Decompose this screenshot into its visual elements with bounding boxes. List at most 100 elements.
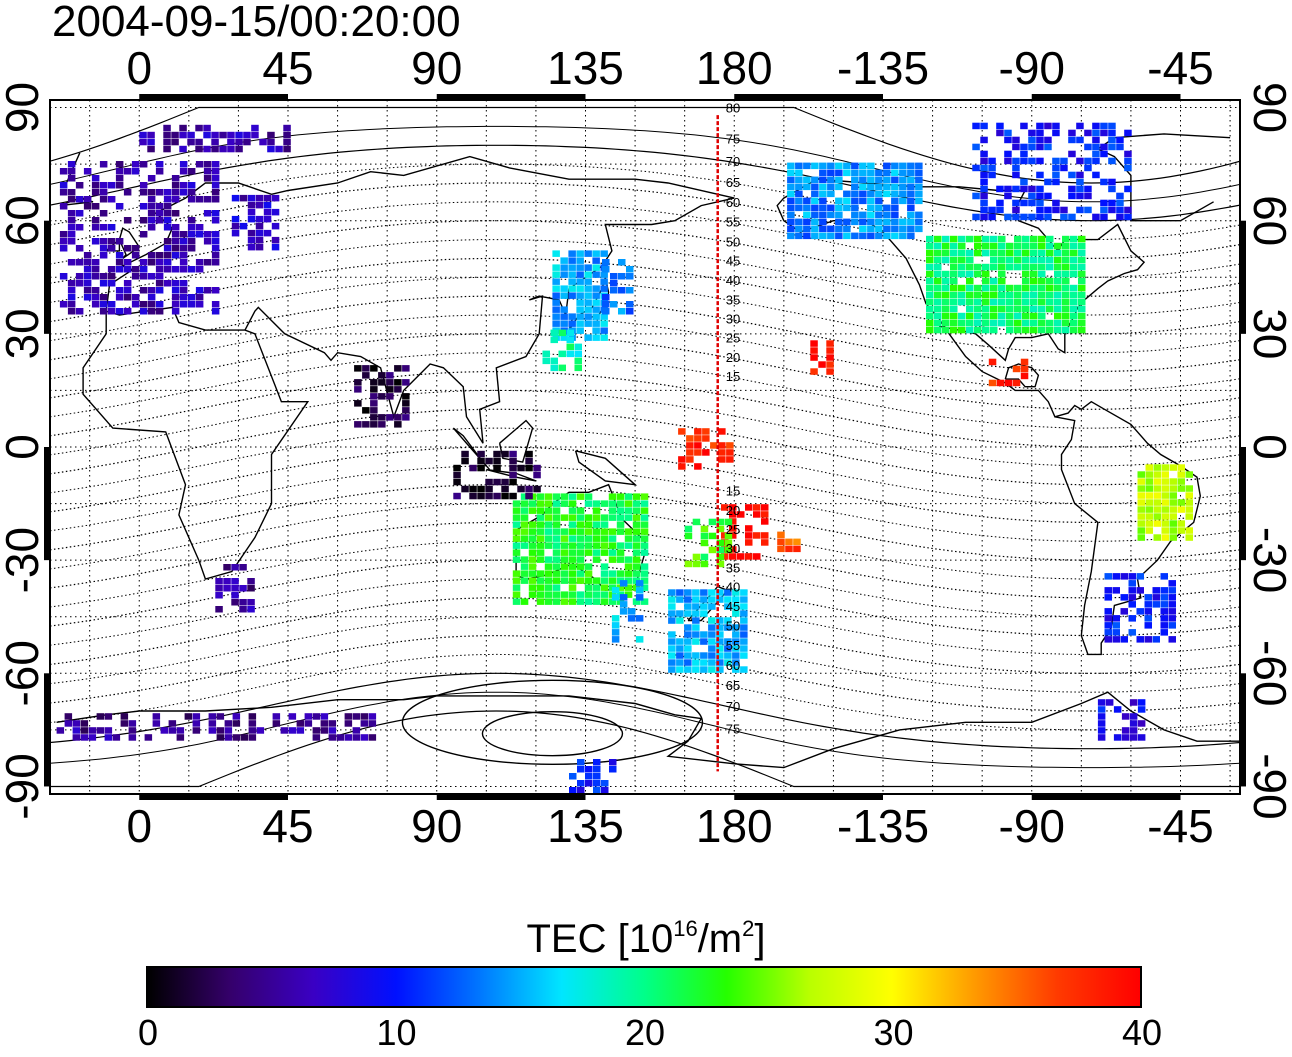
tec-cell <box>584 542 593 549</box>
tec-cell <box>107 224 116 231</box>
tec-cell <box>544 493 553 500</box>
tec-cell <box>732 610 740 617</box>
tec-cell <box>1124 129 1132 137</box>
tec-cell <box>1152 601 1160 608</box>
tec-cell <box>211 301 220 308</box>
tec-cell <box>155 210 164 217</box>
tec-cell <box>982 312 990 320</box>
tec-cell <box>826 361 834 368</box>
tec-cell <box>67 217 76 224</box>
tec-cell <box>966 284 974 292</box>
tec-cell <box>1097 713 1106 720</box>
tec-cell <box>915 197 923 205</box>
tec-cell <box>1044 192 1052 200</box>
tec-cell <box>528 584 537 591</box>
tec-cell <box>509 464 517 472</box>
tec-cell <box>576 271 584 278</box>
tec-cell <box>867 225 875 233</box>
tec-cell <box>211 287 220 294</box>
right-latitude-tick-label: 30 <box>1244 308 1292 359</box>
tec-cell <box>803 162 811 170</box>
tec-cell <box>753 553 761 560</box>
tec-cell <box>536 507 545 514</box>
tec-cell <box>611 594 620 601</box>
tec-cell <box>1153 520 1161 527</box>
tec-cell <box>624 577 633 584</box>
tec-cell <box>525 464 533 472</box>
tec-cell <box>732 603 740 610</box>
tec-cell <box>155 280 164 287</box>
tec-cell <box>592 556 601 563</box>
tec-cell <box>678 463 686 470</box>
tec-cell <box>1020 157 1028 165</box>
tec-cell <box>740 603 748 610</box>
tec-cell <box>942 291 950 299</box>
tec-cell <box>926 319 934 327</box>
tec-cell <box>211 252 220 259</box>
tec-cell <box>1177 485 1185 492</box>
tec-cell <box>211 175 220 182</box>
tec-cell <box>576 278 584 285</box>
tec-cell <box>247 201 256 209</box>
tec-cell <box>520 493 529 500</box>
tec-cell <box>67 294 76 301</box>
tec-cell <box>187 245 196 252</box>
tec-cell <box>550 364 558 372</box>
tec-cell <box>224 734 233 741</box>
tec-cell <box>626 308 634 315</box>
tec-cell <box>907 204 915 212</box>
tec-cell <box>568 542 577 549</box>
tec-cell <box>512 598 521 605</box>
tec-cell <box>1006 312 1014 320</box>
tec-cell <box>1054 256 1062 264</box>
tec-cell <box>566 350 574 358</box>
left-latitude-tick-label: 0 <box>0 434 48 460</box>
tec-cell <box>239 222 248 230</box>
tec-cell <box>394 379 402 386</box>
tec-cell <box>950 263 958 271</box>
tec-cell <box>1185 471 1193 478</box>
tec-cell <box>88 734 97 741</box>
magnetic-latitude-label: 35 <box>726 292 740 307</box>
tec-cell <box>1070 312 1078 320</box>
tec-cell <box>592 577 601 584</box>
tec-cell <box>163 124 171 132</box>
tec-cell <box>624 500 633 507</box>
tec-cell <box>1145 485 1153 492</box>
tec-cell <box>1020 150 1028 158</box>
tec-cell <box>724 539 733 547</box>
tec-cell <box>283 138 291 146</box>
tec-cell <box>1113 734 1122 741</box>
tec-cell <box>171 266 180 273</box>
tec-cell <box>577 766 585 773</box>
tec-cell <box>560 591 569 598</box>
tec-cell <box>982 277 990 285</box>
tec-cell <box>211 189 220 196</box>
tec-cell <box>248 720 257 727</box>
tec-cell <box>700 659 708 666</box>
tec-cell <box>1145 492 1153 499</box>
tec-cell <box>1006 249 1014 257</box>
tec-cell <box>544 577 553 584</box>
tec-cell <box>99 294 108 301</box>
tec-cell <box>982 242 990 250</box>
tec-cell <box>568 591 577 598</box>
tec-cell <box>1145 478 1153 485</box>
tec-cell <box>592 306 600 313</box>
magnetic-latitude-contour <box>50 295 1240 373</box>
tec-cell <box>128 720 137 727</box>
tec-cell <box>402 379 410 386</box>
tec-cell <box>1112 587 1120 594</box>
tec-cell <box>568 271 576 278</box>
tec-cell <box>163 259 172 266</box>
tec-cell <box>915 190 923 198</box>
tec-cell <box>120 720 129 727</box>
tec-cell <box>1078 235 1086 243</box>
tec-cell <box>990 277 998 285</box>
tec-cell <box>208 713 217 720</box>
tec-cell <box>1160 573 1168 580</box>
tec-cell <box>592 507 601 514</box>
tec-cell <box>810 347 818 354</box>
tec-cell <box>1092 129 1100 137</box>
right-latitude-tick-label: 60 <box>1244 195 1292 246</box>
